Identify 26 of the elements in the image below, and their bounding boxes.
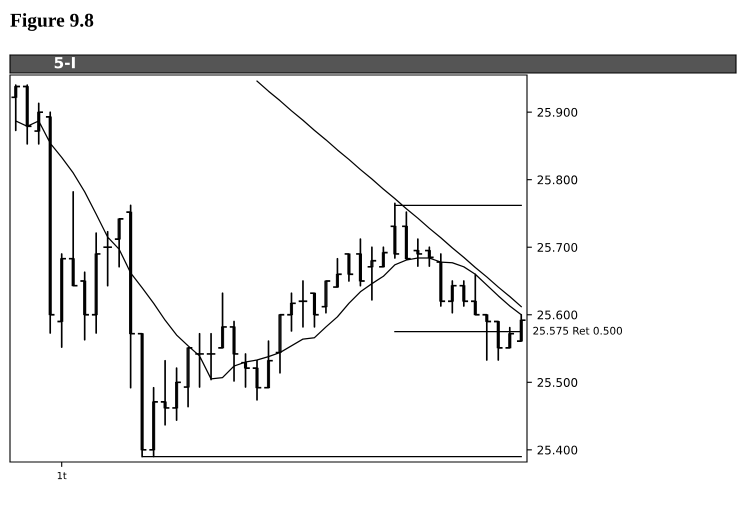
candlestick [160,360,170,426]
y-tick-label: 25.900 [538,108,578,117]
y-tick-label: 25.600 [538,310,578,320]
candlestick [368,246,376,301]
candlestick [80,271,89,341]
text: 25.575 Ret 0.500 [533,326,622,335]
candlestick [298,280,308,328]
line-series [256,80,522,308]
candlestick [448,280,457,314]
candlestick [460,280,468,307]
candlestick [287,292,296,332]
chart-subtitle: 5-I [54,57,75,68]
y-tick-label: 25.400 [538,446,578,454]
candlestick [172,367,181,421]
candlestick [103,230,112,287]
y-tick-label: 25.500 [538,378,578,387]
candlestick [414,238,422,267]
candlestick [436,253,446,307]
y-tick-label: 25.700 [538,242,578,252]
candlestick [57,253,66,348]
x-tick-label: 1t [58,472,66,480]
candlestick [425,246,434,267]
candlestick [356,238,365,287]
candlestick [92,232,100,334]
chart-title: Figure 9.8 [10,13,94,31]
y-tick-label: 25.800 [538,175,578,184]
